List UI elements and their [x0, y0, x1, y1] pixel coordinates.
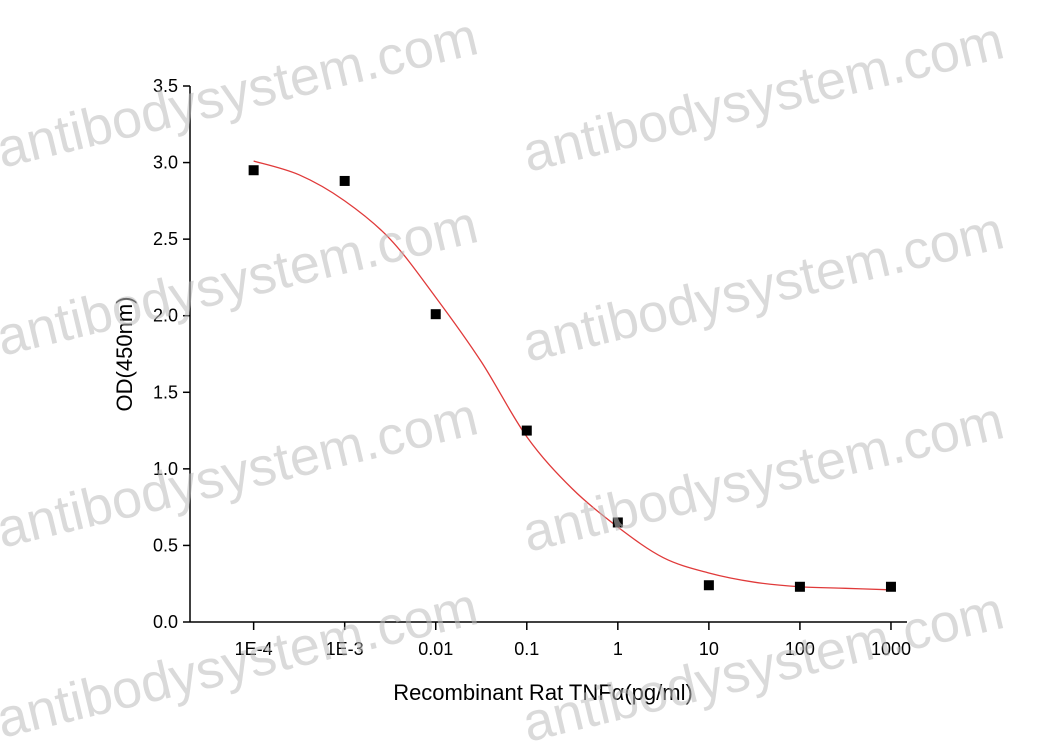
data-point — [430, 309, 441, 320]
watermark: antibodysystem.com — [0, 576, 483, 748]
data-point — [612, 517, 623, 528]
watermark: antibodysystem.com — [517, 390, 1010, 563]
data-point — [703, 580, 714, 591]
x-tick-label: 1E-4 — [235, 639, 273, 659]
x-axis-label: Recombinant Rat TNFα(pg/ml) — [393, 680, 693, 705]
y-tick-label: 2.0 — [153, 306, 178, 326]
x-tick-label: 1000 — [871, 639, 911, 659]
plot-area: 0.0 0.5 1.0 1.5 2.0 2.5 3.0 3.5 1E-4 1E-3 0.01 0.1 1… — [153, 76, 911, 659]
watermark: antibodysystem.com — [0, 194, 483, 367]
y-tick-label: 1.0 — [153, 459, 178, 479]
watermark: antibodysystem.com — [517, 200, 1010, 373]
fit-curve — [253, 160, 891, 591]
y-tick-label: 1.5 — [153, 382, 178, 402]
x-tick-label: 0.01 — [418, 639, 453, 659]
x-tick-label: 1 — [613, 639, 623, 659]
x-tick-label: 1E-3 — [326, 639, 364, 659]
watermark: antibodysystem.com — [0, 6, 483, 179]
y-tick-label: 3.0 — [153, 153, 178, 173]
x-tick-label: 0.1 — [514, 639, 539, 659]
watermark: antibodysystem.com — [0, 386, 483, 559]
y-tick-label: 2.5 — [153, 229, 178, 249]
data-point — [794, 581, 805, 592]
data-point — [339, 175, 350, 186]
x-tick-label: 10 — [699, 639, 719, 659]
x-tick-label: 100 — [785, 639, 815, 659]
data-point — [248, 165, 259, 176]
y-tick-label: 3.5 — [153, 76, 178, 96]
watermark: antibodysystem.com — [517, 10, 1010, 183]
watermarks: antibodysystem.comantibodysystem.comanti… — [0, 6, 1009, 748]
data-point — [521, 425, 532, 436]
data-point — [885, 581, 896, 592]
watermark: antibodysystem.com — [517, 580, 1010, 748]
y-axis-label: OD(450nm) — [112, 297, 137, 412]
y-tick-label: 0.0 — [153, 612, 178, 632]
y-tick-label: 0.5 — [153, 535, 178, 555]
